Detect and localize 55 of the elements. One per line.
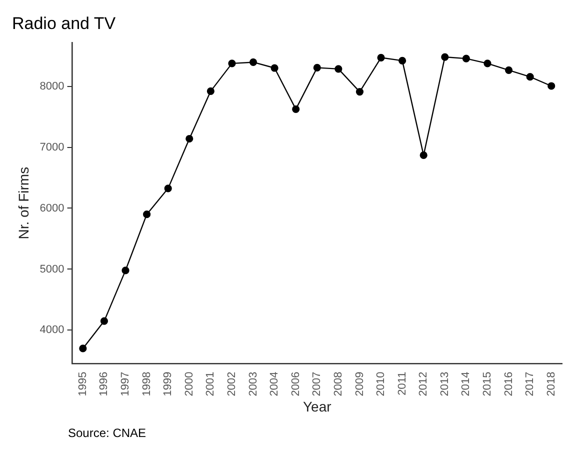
x-tick-label: 2002 [226, 372, 238, 396]
y-tick-label: 7000 [40, 141, 64, 154]
point [270, 64, 278, 72]
x-tick-label: 2015 [482, 372, 494, 396]
x-tick-label: 2004 [268, 372, 281, 396]
y-tick-label: 5000 [40, 263, 64, 276]
y-axis-title: Nr. of Firms [15, 166, 32, 240]
chart-title: Radio and TV [12, 14, 116, 33]
x-tick-label: 2018 [545, 372, 558, 396]
point [420, 151, 428, 159]
x-tick-label: 2003 [247, 372, 260, 396]
point [334, 65, 342, 73]
x-tick-label: 2006 [290, 372, 302, 396]
x-tick-label: 2017 [524, 372, 536, 396]
point [484, 60, 492, 68]
point [313, 64, 321, 72]
point [377, 54, 385, 62]
point [548, 82, 556, 90]
x-tick-label: 2008 [332, 372, 344, 396]
x-tick-label: 2012 [418, 372, 430, 396]
x-tick-label: 2007 [311, 372, 324, 396]
x-tick-label: 2009 [354, 372, 366, 396]
point [526, 73, 534, 81]
y-tick-label: 8000 [40, 80, 64, 92]
point [504, 66, 513, 74]
x-tick-label: 2016 [502, 372, 515, 396]
point [228, 60, 236, 68]
x-tick-label: 1997 [120, 372, 132, 396]
x-tick-label: 2001 [204, 372, 217, 396]
point [249, 58, 258, 66]
x-tick-label: 2014 [460, 372, 472, 396]
point [206, 87, 214, 95]
x-tick-label: 1998 [140, 372, 153, 396]
x-tick-label: 1999 [162, 372, 174, 396]
x-tick-label: 2010 [375, 372, 388, 396]
point [356, 88, 364, 96]
x-tick-label: 2011 [396, 372, 408, 396]
x-axis-title: Year [302, 398, 332, 414]
point [164, 184, 172, 192]
point [142, 210, 151, 218]
point [186, 134, 194, 143]
y-tick-label: 6000 [40, 202, 64, 214]
x-tick-label: 1995 [76, 372, 89, 396]
source-note: Source: CNAE [68, 426, 148, 440]
x-tick-label: 2000 [183, 372, 196, 396]
y-tick-label: 4000 [40, 324, 64, 336]
point [292, 105, 300, 113]
point [398, 56, 406, 64]
point [79, 344, 87, 352]
point [122, 266, 130, 274]
point [462, 54, 470, 62]
x-tick-label: 2013 [438, 372, 451, 396]
point [441, 53, 449, 61]
x-tick-label: 1996 [98, 372, 110, 396]
point [100, 317, 108, 325]
